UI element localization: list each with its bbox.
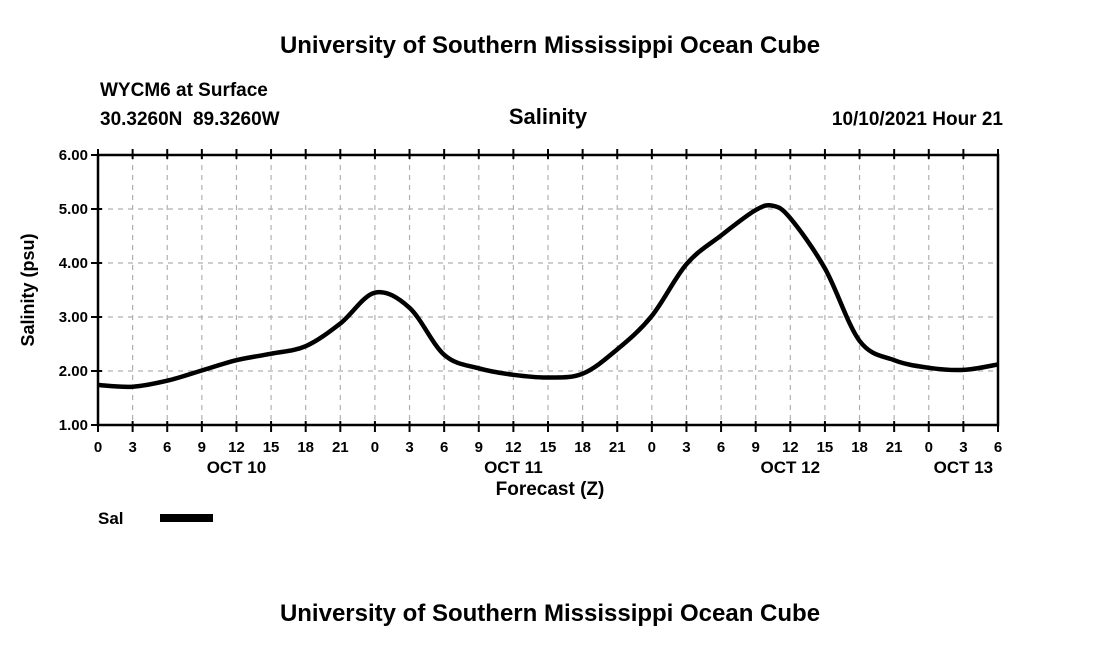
date-label: OCT 11 [484,458,543,477]
x-tick-label: 6 [994,439,1002,456]
x-tick-label: 21 [886,439,903,456]
coords-label: 30.3260N 89.3260W [100,109,280,130]
y-tick-label: 1.00 [59,417,88,434]
legend-label: Sal [98,509,124,528]
x-tick-label: 3 [128,439,136,456]
x-tick-label: 9 [475,439,483,456]
y-tick-label: 2.00 [59,363,88,380]
x-tick-label: 6 [717,439,725,456]
x-tick-label: 18 [297,439,314,456]
station-label: WYCM6 at Surface [100,80,268,101]
x-tick-label: 21 [609,439,626,456]
y-tick-label: 3.00 [59,309,88,326]
datetime-label: 10/10/2021 Hour 21 [832,109,1004,130]
date-label: OCT 10 [207,458,267,477]
page-title-top: University of Southern Mississippi Ocean… [280,32,820,59]
chart-title: Salinity [509,104,588,129]
x-tick-label: 0 [371,439,379,456]
x-axis-title: Forecast (Z) [496,479,605,500]
y-axis-title: Salinity (psu) [18,233,38,346]
x-tick-label: 6 [440,439,448,456]
page-title-bottom: University of Southern Mississippi Ocean… [280,600,820,627]
x-tick-label: 18 [574,439,591,456]
salinity-curve [97,202,999,390]
y-tick-label: 5.00 [59,201,88,218]
x-tick-label: 0 [925,439,933,456]
x-tick-label: 3 [405,439,413,456]
x-tick-label: 3 [682,439,690,456]
x-tick-label: 0 [648,439,656,456]
date-label: OCT 12 [761,458,821,477]
x-tick-label: 3 [959,439,967,456]
x-tick-label: 12 [782,439,799,456]
x-tick-label: 12 [505,439,522,456]
x-tick-label: 18 [851,439,868,456]
plot-area: 0 3 6 9 12 15 18 21 0 3 6 9 12 15 18 21 0 3 6 9 12 15 18 21 0 3 6 1… [59,147,1002,477]
x-tick-label: 6 [163,439,171,456]
x-tick-label: 0 [94,439,102,456]
legend-swatch [160,514,213,522]
x-tick-label: 21 [332,439,349,456]
y-tick-label: 4.00 [59,255,88,272]
x-tick-label: 12 [228,439,245,456]
x-tick-label: 9 [198,439,206,456]
x-tick-label: 9 [752,439,760,456]
x-tick-label: 15 [263,439,280,456]
x-tick-label: 15 [540,439,557,456]
y-tick-label: 6.00 [59,147,88,164]
x-tick-label: 15 [817,439,834,456]
date-label: OCT 13 [934,458,994,477]
